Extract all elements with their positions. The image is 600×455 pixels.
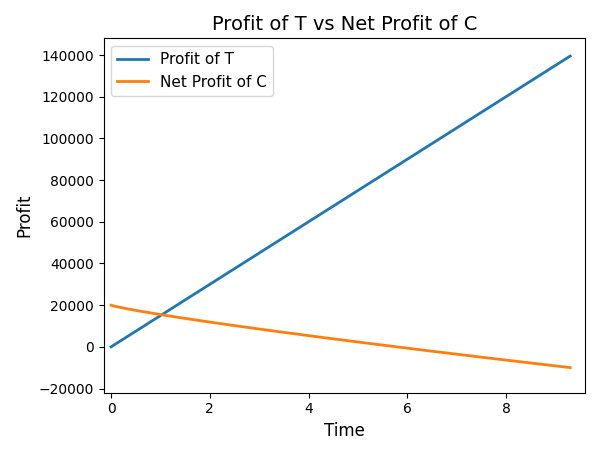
- Net Profit of C: [328, 336, 335, 341]
- Legend: Profit of T, Net Profit of C: Profit of T, Net Profit of C: [111, 46, 273, 96]
- X-axis label: Time: Time: [324, 422, 365, 440]
- Profit of T: [356, 187, 363, 192]
- Profit of T: [566, 53, 574, 59]
- Profit of T: [556, 61, 563, 66]
- Profit of T: [381, 171, 388, 177]
- Profit of T: [326, 206, 333, 212]
- Title: Profit of T vs Net Profit of C: Profit of T vs Net Profit of C: [212, 15, 477, 34]
- Profit of T: [484, 106, 491, 111]
- Net Profit of C: [356, 339, 363, 345]
- Net Profit of C: [566, 365, 574, 370]
- Y-axis label: Profit: Profit: [15, 194, 33, 237]
- Net Profit of C: [556, 364, 563, 369]
- Profit of T: [107, 344, 115, 349]
- Line: Net Profit of C: Net Profit of C: [111, 305, 570, 368]
- Net Profit of C: [326, 336, 333, 341]
- Line: Profit of T: Profit of T: [111, 56, 570, 347]
- Net Profit of C: [107, 303, 115, 308]
- Net Profit of C: [381, 343, 388, 348]
- Net Profit of C: [484, 355, 491, 361]
- Profit of T: [328, 204, 335, 210]
